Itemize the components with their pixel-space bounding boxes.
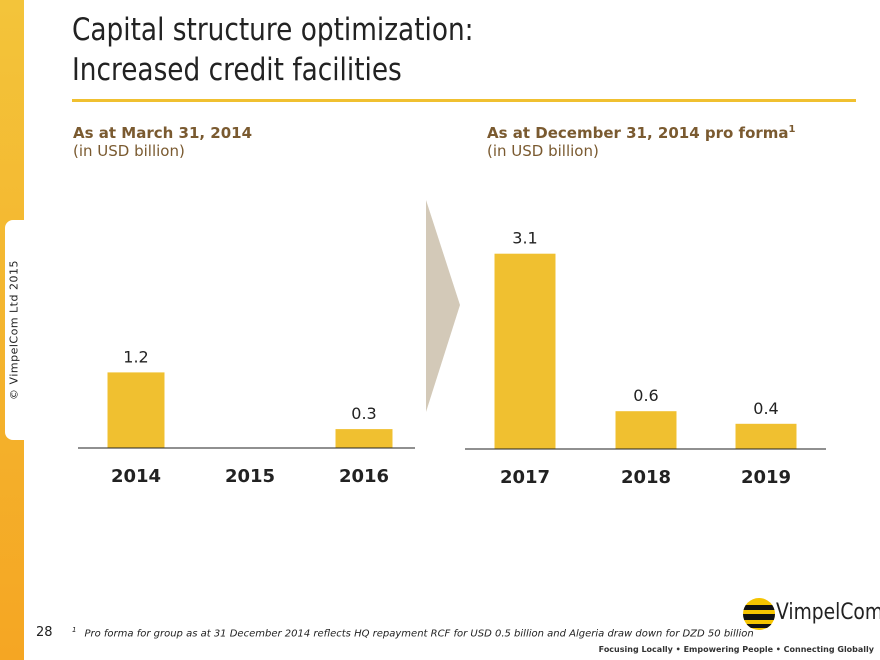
x-tick-2017: 2017 <box>500 467 550 488</box>
bar-2017 <box>494 253 556 449</box>
logo-text: VimpelCom <box>776 600 880 625</box>
left-chart-title: As at March 31, 2014 <box>73 124 253 142</box>
title-rule <box>72 99 856 102</box>
data-label-2019: 0.4 <box>753 399 778 418</box>
bar-2019 <box>735 423 797 449</box>
data-label-2018: 0.6 <box>633 386 658 405</box>
bar-2014 <box>107 372 165 448</box>
left-chart-subtitle: (in USD billion) <box>73 142 185 160</box>
tagline: Focusing Locally • Empowering People • C… <box>598 645 874 654</box>
footnote-text: Pro forma for group as at 31 December 20… <box>84 628 754 640</box>
transition-arrow <box>426 200 460 412</box>
x-tick-2018: 2018 <box>621 467 671 488</box>
right-chart-heading: As at December 31, 2014 pro forma1 (in U… <box>487 124 796 160</box>
right-chart-title-sup: 1 <box>788 124 796 135</box>
footnote-marker: 1 <box>72 626 77 634</box>
right-chart-title: As at December 31, 2014 pro forma <box>487 124 789 142</box>
footnote: 1 Pro forma for group as at 31 December 2… <box>72 626 754 639</box>
data-label-2014: 1.2 <box>123 347 148 366</box>
sidebar-tab <box>5 220 24 440</box>
bar-2016 <box>335 429 393 448</box>
x-tick-2014: 2014 <box>111 466 161 487</box>
x-tick-2016: 2016 <box>339 466 389 487</box>
right-chart-subtitle: (in USD billion) <box>487 142 599 160</box>
left-chart-heading: As at March 31, 2014 (in USD billion) <box>73 124 252 160</box>
bar-2018 <box>615 411 677 449</box>
data-label-2016: 0.3 <box>351 404 376 423</box>
slide-title: Capital structure optimization: Increase… <box>72 10 474 90</box>
page-number: 28 <box>36 625 53 640</box>
data-label-2017: 3.1 <box>512 229 537 248</box>
title-line-2: Increased credit facilities <box>72 52 402 88</box>
x-tick-2015: 2015 <box>225 466 275 487</box>
vimpelcom-logo-icon <box>743 598 775 630</box>
x-tick-2019: 2019 <box>741 467 791 488</box>
title-line-1: Capital structure optimization: <box>72 12 474 48</box>
